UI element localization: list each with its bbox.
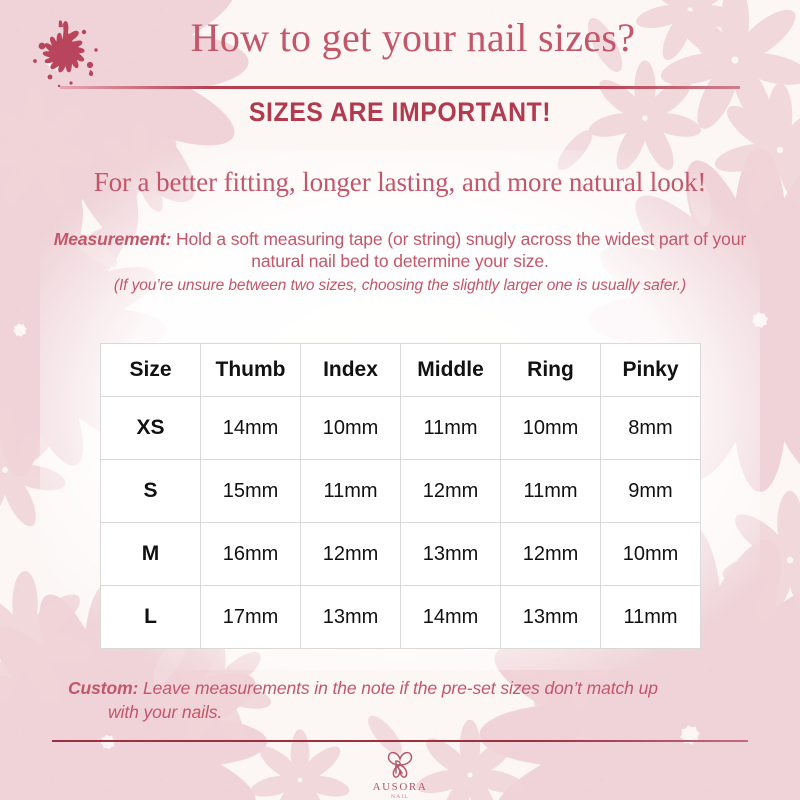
cell-thumb: 15mm	[200, 459, 301, 523]
brand-name: AUSORA	[372, 781, 428, 793]
size-table: Size Thumb Index Middle Ring Pinky XS 14…	[100, 343, 701, 649]
table-row: M 16mm 12mm 13mm 12mm 10mm	[100, 522, 701, 586]
cell-middle: 12mm	[400, 459, 501, 523]
custom-label: Custom:	[68, 678, 139, 698]
table-row: L 17mm 13mm 14mm 13mm 11mm	[100, 585, 701, 649]
brand-logo: AUSORA NAIL	[0, 748, 800, 800]
column-header-middle: Middle	[400, 343, 501, 397]
custom-note: Custom: Leave measurements in the note i…	[68, 676, 732, 724]
cell-thumb: 16mm	[200, 522, 301, 586]
cell-size: XS	[100, 396, 201, 460]
column-header-ring: Ring	[500, 343, 601, 397]
measurement-label: Measurement:	[53, 229, 172, 249]
page-title: How to get your nail sizes?	[190, 15, 636, 60]
cell-index: 10mm	[300, 396, 401, 460]
cell-size: M	[100, 522, 201, 586]
table-header-row: Size Thumb Index Middle Ring Pinky	[100, 343, 701, 397]
tagline: For a better fitting, longer lasting, an…	[93, 167, 707, 197]
cell-pinky: 8mm	[600, 396, 701, 460]
cell-thumb: 14mm	[200, 396, 301, 460]
measurement-main-line: Measurement: Hold a soft measuring tape …	[50, 228, 750, 272]
cell-middle: 14mm	[400, 585, 501, 649]
cell-index: 11mm	[300, 459, 401, 523]
footer-divider	[52, 740, 748, 742]
cell-ring: 10mm	[500, 396, 601, 460]
cell-pinky: 11mm	[600, 585, 701, 649]
column-header-pinky: Pinky	[600, 343, 701, 397]
title-divider	[60, 86, 740, 89]
cell-pinky: 9mm	[600, 459, 701, 523]
cell-ring: 11mm	[500, 459, 601, 523]
table-row: S 15mm 11mm 12mm 11mm 9mm	[100, 459, 701, 523]
cell-size: L	[100, 585, 201, 649]
cell-index: 12mm	[300, 522, 401, 586]
column-header-thumb: Thumb	[200, 343, 301, 397]
cell-size: S	[100, 459, 201, 523]
measurement-body: Hold a soft measuring tape (or string) s…	[171, 229, 747, 271]
ausora-monogram-icon	[387, 751, 413, 778]
cell-ring: 13mm	[500, 585, 601, 649]
column-header-index: Index	[300, 343, 401, 397]
table-row: XS 14mm 10mm 11mm 10mm 8mm	[100, 396, 701, 460]
cell-thumb: 17mm	[200, 585, 301, 649]
custom-body: Leave measurements in the note if the pr…	[138, 678, 658, 698]
measurement-note: (If you’re unsure between two sizes, cho…	[113, 277, 687, 294]
cell-ring: 12mm	[500, 522, 601, 586]
size-chart: Size Thumb Index Middle Ring Pinky XS 14…	[100, 343, 701, 649]
subtitle: SIZES ARE IMPORTANT!	[248, 97, 552, 127]
custom-body-line2: with your nails.	[108, 702, 223, 722]
measurement-instructions: Measurement: Hold a soft measuring tape …	[50, 228, 750, 295]
cell-pinky: 10mm	[600, 522, 701, 586]
cell-index: 13mm	[300, 585, 401, 649]
cell-middle: 13mm	[400, 522, 501, 586]
brand-tagline: NAIL	[391, 794, 409, 800]
column-header-size: Size	[100, 343, 201, 397]
cell-middle: 11mm	[400, 396, 501, 460]
